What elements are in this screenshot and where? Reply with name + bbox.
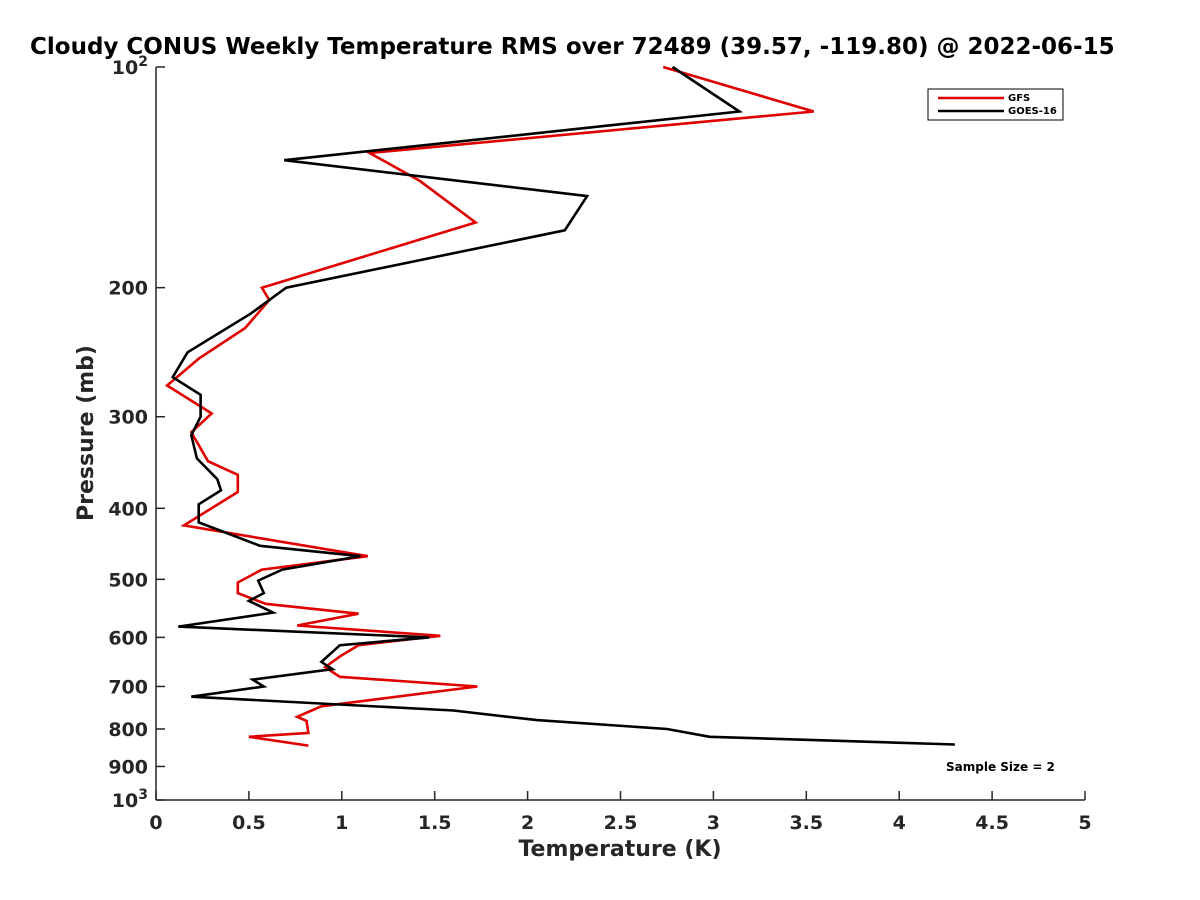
y-tick-label: 900 bbox=[108, 756, 148, 778]
y-tick-base: 700 bbox=[108, 676, 148, 698]
y-tick-base: 600 bbox=[108, 627, 148, 649]
y-tick-base: 10 bbox=[112, 57, 138, 79]
chart-title: Cloudy CONUS Weekly Temperature RMS over… bbox=[30, 34, 1115, 60]
y-tick-label: 600 bbox=[108, 627, 148, 649]
series-line-goes-16 bbox=[170, 65, 955, 746]
y-tick-base: 400 bbox=[108, 498, 148, 520]
x-tick-label: 4.5 bbox=[975, 812, 1009, 834]
x-tick-label: 2.5 bbox=[604, 812, 638, 834]
y-tick-label: 800 bbox=[108, 719, 148, 741]
y-tick-exponent: 2 bbox=[138, 54, 148, 70]
y-tick-label: 400 bbox=[108, 498, 148, 520]
x-tick-label: 3 bbox=[707, 812, 720, 834]
x-tick-label: 0.5 bbox=[232, 812, 266, 834]
y-tick-base: 200 bbox=[108, 278, 148, 300]
y-tick-base: 300 bbox=[108, 407, 148, 429]
y-tick-exponent: 3 bbox=[138, 787, 148, 803]
x-tick-label: 3.5 bbox=[789, 812, 823, 834]
legend-label-goes-16: GOES-16 bbox=[1008, 106, 1057, 117]
y-tick-label: 700 bbox=[108, 676, 148, 698]
y-tick-label: 103 bbox=[112, 787, 148, 812]
x-tick-label: 0 bbox=[149, 812, 162, 834]
legend-box bbox=[927, 88, 1064, 121]
y-tick-label: 102 bbox=[112, 54, 148, 79]
series-line-gfs bbox=[164, 65, 815, 747]
x-tick-label: 2 bbox=[521, 812, 534, 834]
plot-area bbox=[156, 67, 1085, 800]
x-tick-label: 4 bbox=[893, 812, 906, 834]
x-axis-label: Temperature (K) bbox=[518, 837, 721, 862]
y-tick-base: 10 bbox=[112, 790, 138, 812]
y-tick-label: 500 bbox=[108, 569, 148, 591]
legend: GFS GOES-16 bbox=[927, 88, 1064, 121]
x-tick-label: 5 bbox=[1078, 812, 1091, 834]
y-axis-label: Pressure (mb) bbox=[74, 345, 99, 521]
x-tick-label: 1.5 bbox=[418, 812, 452, 834]
legend-label-gfs: GFS bbox=[1008, 93, 1030, 104]
y-tick-base: 500 bbox=[108, 569, 148, 591]
y-tick-label: 200 bbox=[108, 278, 148, 300]
y-tick-label: 300 bbox=[108, 407, 148, 429]
x-axis-ticks: 0 0.5 1 1.5 2 2.5 3 3.5 4 4.5 5 bbox=[149, 791, 1092, 834]
sample-size-annotation: Sample Size = 2 bbox=[946, 760, 1055, 774]
x-tick-label: 1 bbox=[335, 812, 348, 834]
series-layer bbox=[164, 65, 955, 747]
y-tick-base: 900 bbox=[108, 756, 148, 778]
y-tick-base: 800 bbox=[108, 719, 148, 741]
